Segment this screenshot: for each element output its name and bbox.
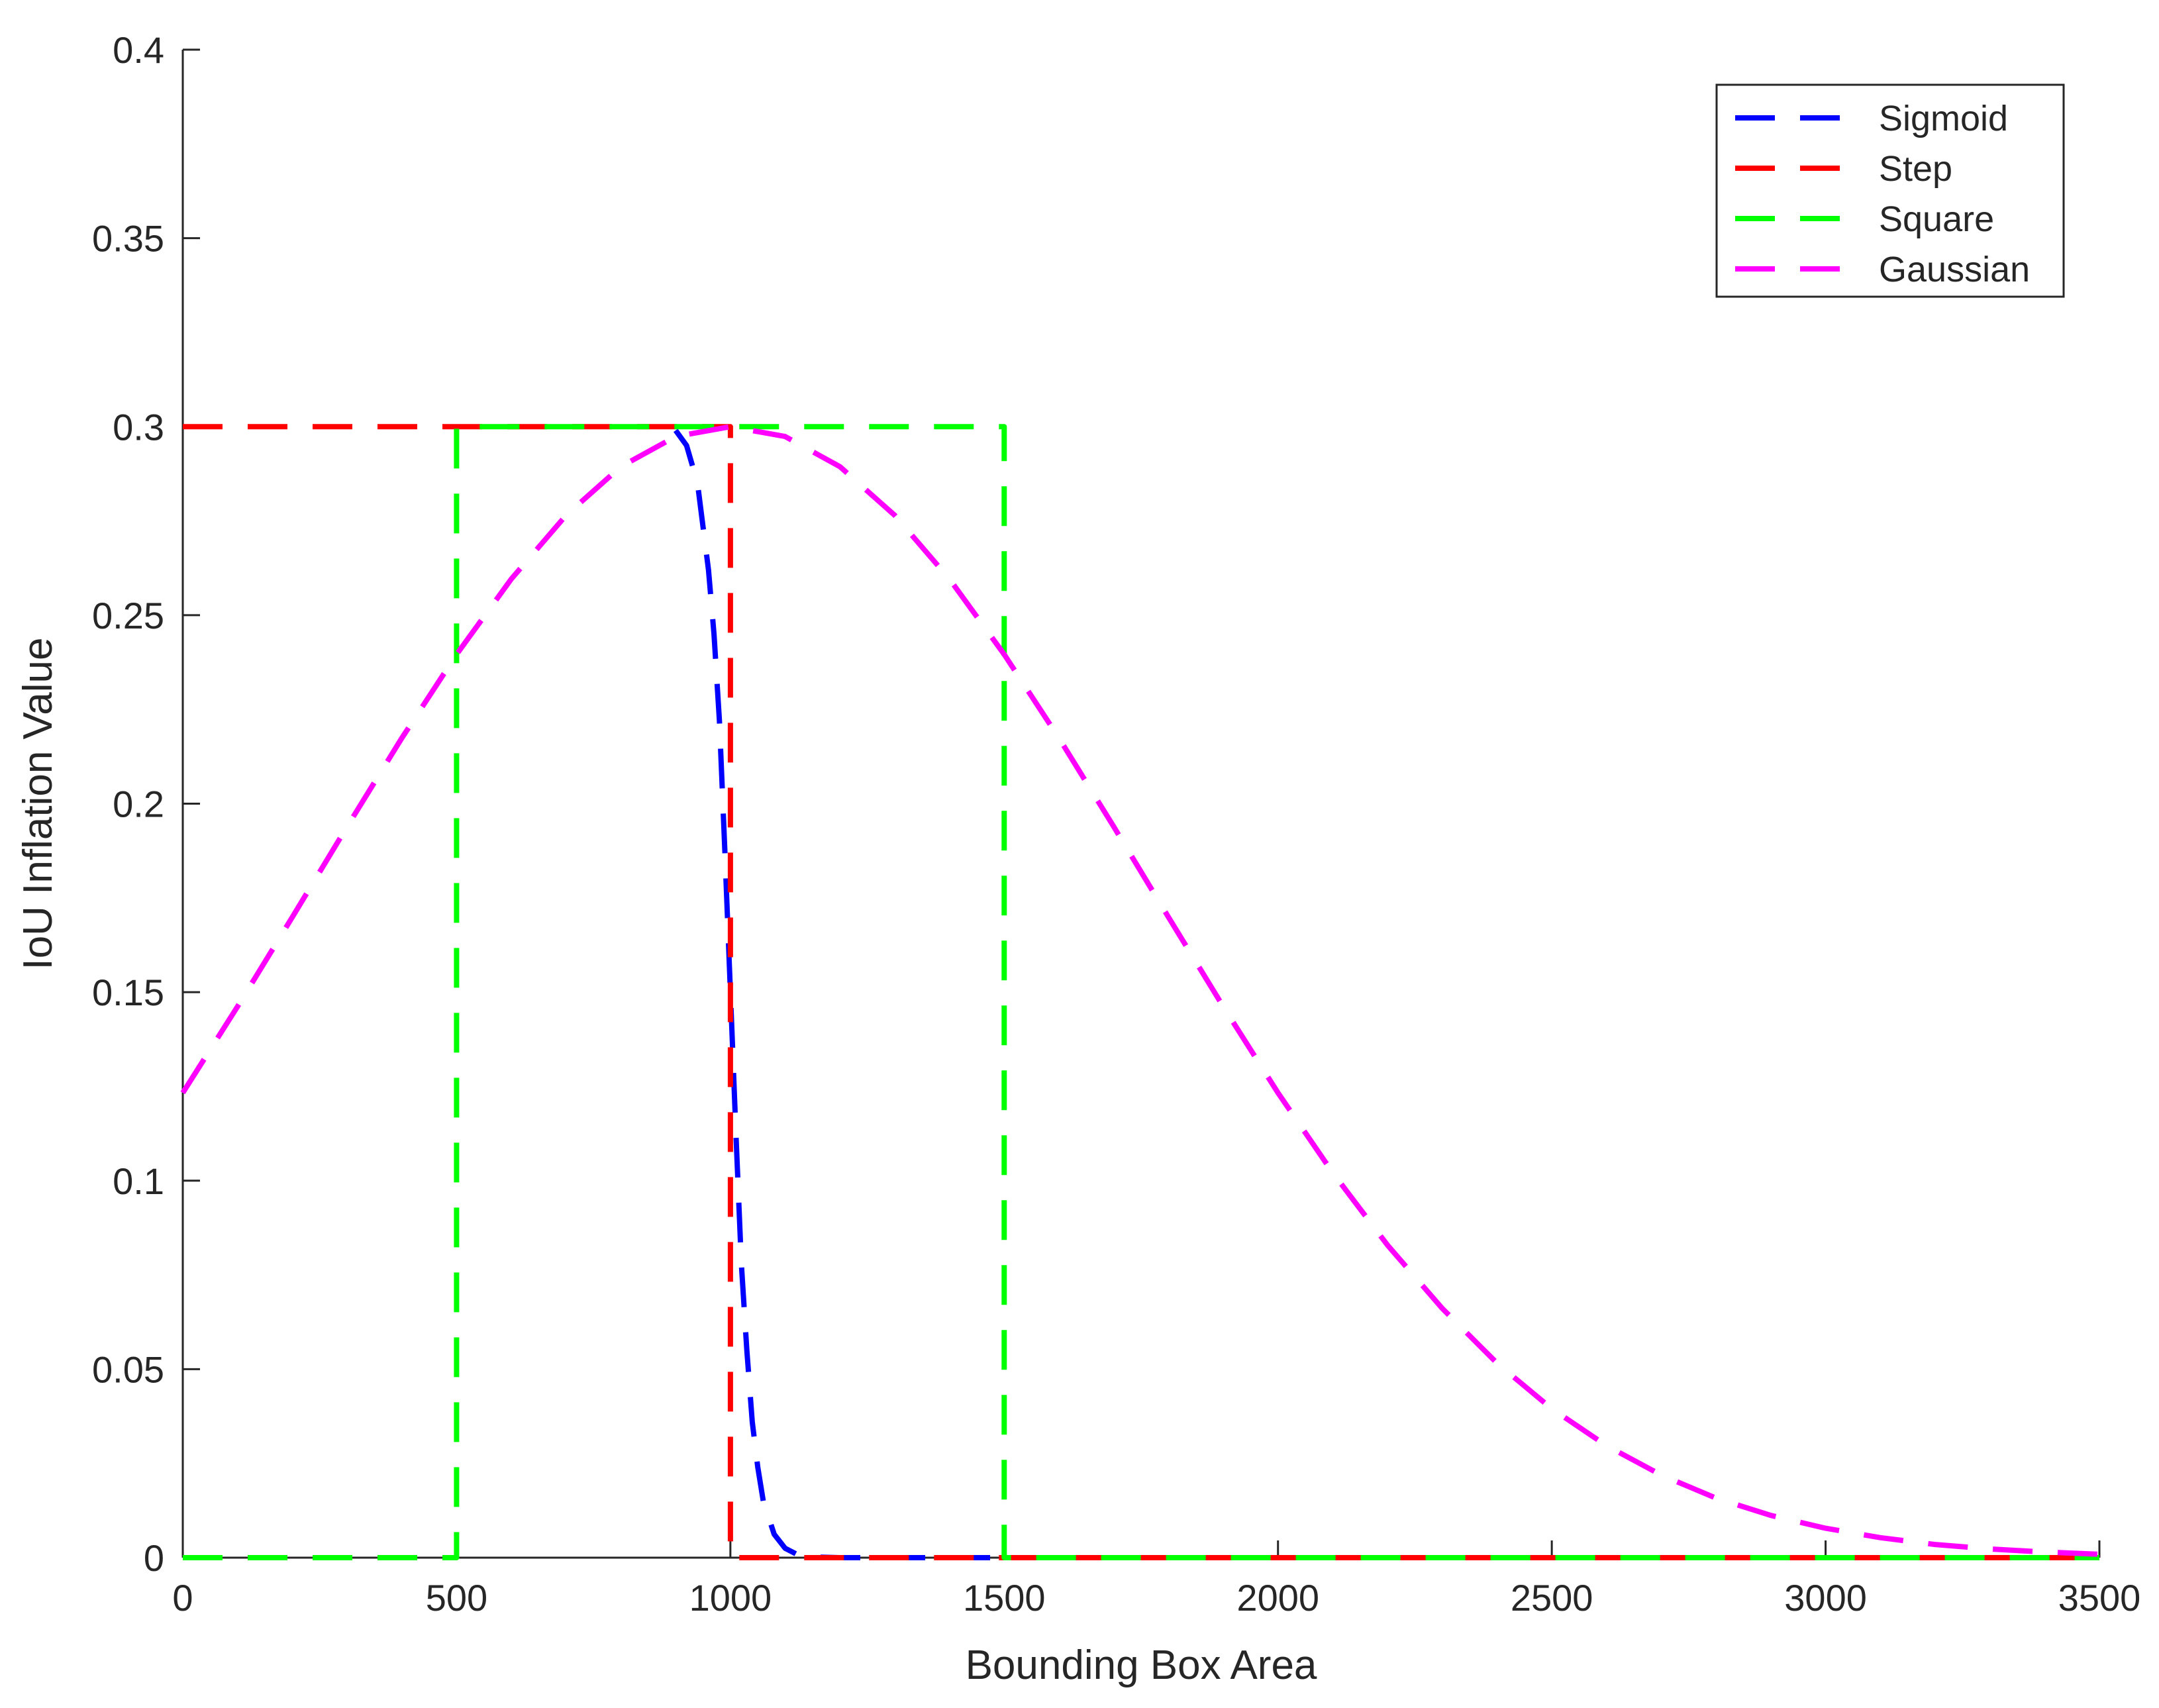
legend-label-square: Square	[1879, 199, 1994, 239]
x-tick-label: 2000	[1236, 1577, 1319, 1619]
series-line-step	[183, 424, 2099, 1560]
legend-label-gaussian: Gaussian	[1879, 250, 2030, 289]
x-tick-label: 2500	[1511, 1577, 1593, 1619]
y-tick-label: 0.05	[92, 1348, 164, 1390]
y-tick-label: 0.15	[92, 972, 164, 1013]
y-tick-label: 0.25	[92, 595, 164, 636]
legend-label-sigmoid: Sigmoid	[1879, 99, 2008, 138]
y-tick-label: 0.1	[113, 1160, 164, 1202]
y-tick-label: 0.4	[113, 29, 164, 71]
axes: 0 500 1000 1500 2000 2500 3000 3500 0 0.05 0.1 0.15…	[15, 29, 2140, 1688]
series-line-square	[183, 424, 2099, 1560]
y-tick-label: 0.35	[92, 218, 164, 260]
series-line-gaussian	[180, 424, 2100, 1557]
legend-label-step: Step	[1879, 149, 1952, 189]
x-tick-label: 500	[426, 1577, 487, 1619]
y-tick-label: 0.2	[113, 783, 164, 825]
x-tick-label: 0	[172, 1577, 193, 1619]
x-tick-label: 1500	[963, 1577, 1046, 1619]
x-tick-label: 1000	[689, 1577, 772, 1619]
x-tick-label: 3000	[1784, 1577, 1867, 1619]
x-axis-label: Bounding Box Area	[966, 1642, 1317, 1688]
plot-area	[180, 424, 2100, 1560]
y-tick-label: 0	[144, 1537, 164, 1579]
x-tick-label: 3500	[2058, 1577, 2141, 1619]
y-axis-label: IoU Inflation Value	[15, 637, 61, 970]
y-tick-label: 0.3	[113, 406, 164, 448]
legend: Sigmoid Step Square Gaussian	[1715, 83, 2065, 298]
